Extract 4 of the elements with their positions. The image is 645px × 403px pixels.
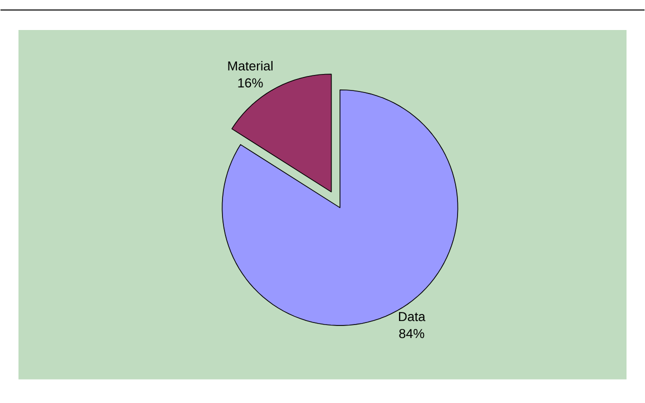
slice-label: Data	[399, 312, 426, 321]
data-label: 16%	[238, 78, 263, 88]
slice-label: Material	[228, 60, 272, 70]
data-label: 84%	[399, 328, 424, 338]
